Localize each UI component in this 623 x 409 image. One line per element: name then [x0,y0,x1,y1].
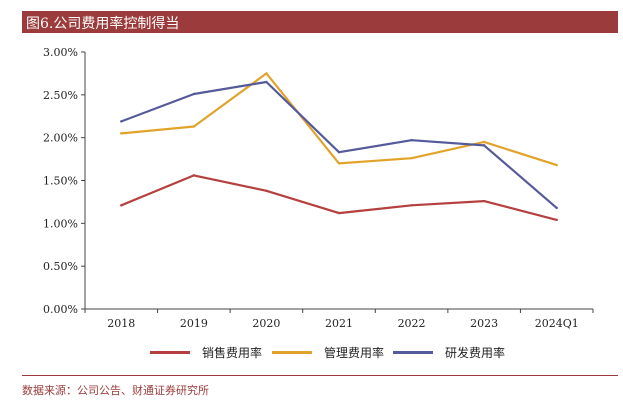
y-tick-label: 0.00% [43,303,78,316]
data-point [555,163,558,167]
data-point [192,125,196,128]
data-source: 数据来源：公司公告、财通证券研究所 [22,384,209,397]
data-point [337,151,341,154]
legend-label: 研发费用率 [445,345,506,360]
y-tick-label: 2.00% [43,132,78,145]
data-point [192,92,196,96]
x-tick-label: 2023 [470,317,498,330]
legend-swatch [393,350,433,354]
data-point [410,157,413,160]
legend-label: 销售费用率 [202,345,263,360]
y-tick-label: 1.50% [43,175,78,188]
data-point [120,132,123,135]
data-point [482,144,486,147]
data-point [482,140,486,144]
y-tick-label: 3.00% [43,46,78,59]
chart-axes: 0.00% 0.50% 1.00% 1.50% 2.00% 2.50% 3.00% 2018 2… [43,46,594,330]
data-point [192,174,196,177]
data-point [337,211,341,215]
y-tick-label: 2.50% [43,89,78,102]
data-point [482,199,486,203]
legend-item: 研发费用率 [393,340,505,364]
y-tick-label: 0.50% [43,260,78,273]
chart-legend: 销售费用率 管理费用率 研发费用率 [0,340,623,364]
data-point [265,72,268,75]
x-tick-label: 2018 [107,317,135,330]
chart-series [120,72,558,222]
data-point [410,204,413,207]
legend-swatch [272,350,312,354]
data-point [410,139,413,142]
data-point [555,218,558,222]
legend-label: 管理费用率 [324,345,385,360]
legend-item: 管理费用率 [272,340,384,364]
x-tick-label: 2024Q1 [535,317,579,330]
legend-swatch [150,350,190,354]
figure-title: 图6.公司费用率控制得当 [26,16,180,32]
figure-title-bar: 图6.公司费用率控制得当 [22,11,618,33]
data-point [265,189,268,192]
legend-item: 销售费用率 [150,340,262,364]
source-divider [22,375,618,376]
data-point [120,204,123,207]
y-tick-label: 1.00% [43,217,78,230]
x-tick-label: 2020 [252,317,280,330]
line-chart: 0.00% 0.50% 1.00% 1.50% 2.00% 2.50% 3.00% 2018 2… [43,46,594,330]
data-point [120,120,123,123]
data-point [555,206,558,210]
data-point [337,162,341,165]
data-point [265,80,268,84]
x-tick-label: 2021 [325,317,353,330]
x-tick-label: 2019 [180,317,208,330]
x-tick-label: 2022 [398,317,426,330]
